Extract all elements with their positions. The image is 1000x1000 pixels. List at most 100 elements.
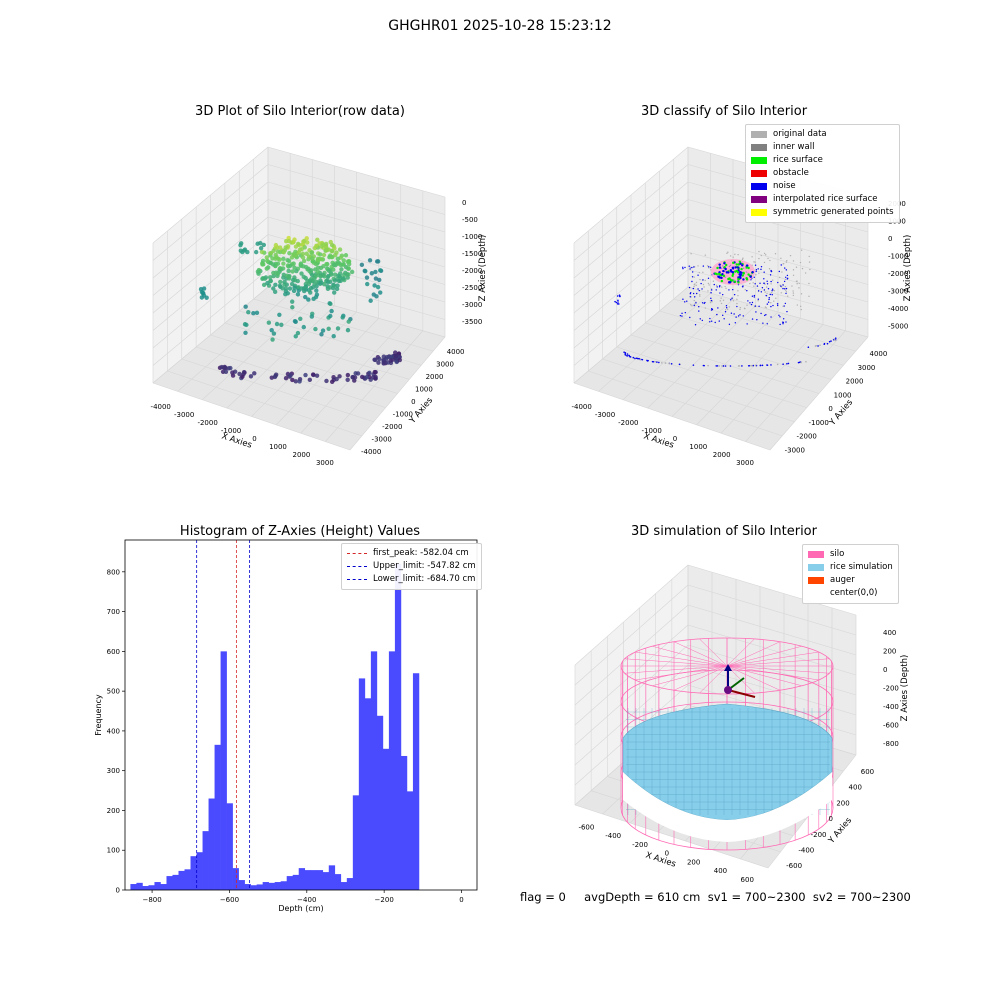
data-point [715,289,717,291]
axis-pane [575,565,688,805]
legend-swatch [808,564,824,571]
plot2-x-tick: 3000 [736,459,754,467]
data-point [695,302,697,304]
data-point [678,363,681,366]
data-point [792,292,795,294]
data-point [755,274,757,276]
histogram-bar [328,865,336,890]
grid-line [687,564,857,616]
data-point [757,290,760,292]
plot4-x-label: X Axies [644,850,677,869]
data-point [755,270,757,273]
legend-label: rice simulation [830,562,893,572]
data-point [732,288,734,291]
data-point [337,247,343,252]
data-point [804,272,807,274]
data-point [656,361,658,363]
histogram-x-label: Depth (cm) [278,904,323,913]
plot4-axis-labels: -600-400-2000200400600-600-400-200020040… [578,629,910,884]
data-point [693,266,695,268]
data-point [268,250,274,256]
data-point [242,247,248,252]
silo-roof-spoke [624,658,728,667]
data-point [699,295,701,297]
data-point [270,256,275,261]
data-point [331,283,337,288]
plot1-y-tick: 4000 [447,348,465,356]
data-point [751,318,754,320]
plot1-x-tick: -1000 [221,427,241,435]
plot2-y-tick: -1000 [809,419,829,427]
plot4-x-tick: 600 [741,876,754,884]
data-point [752,364,755,367]
data-point [709,300,712,302]
legend-swatch [751,196,767,203]
grid-line [687,644,857,696]
grid-line [253,298,434,352]
grid-line [267,164,446,215]
histogram-bar [400,755,408,890]
data-point [279,322,284,327]
silo-roof-spoke [651,665,728,687]
data-point [763,282,765,284]
data-point [709,321,711,323]
data-point [702,271,704,273]
data-point [345,377,350,382]
data-point [699,318,701,320]
data-point [255,269,261,274]
data-point [766,280,768,283]
legend-swatch [751,209,767,216]
data-point [682,298,684,300]
data-point [682,266,684,268]
data-point [626,354,628,357]
data-point [320,328,326,333]
data-point [289,299,295,304]
data-point [283,286,289,291]
data-point [735,263,738,266]
data-point [819,344,821,346]
histogram-reference-lines [196,540,251,890]
data-point [661,361,663,364]
data-point [679,314,682,317]
legend-label: inner wall [773,142,815,152]
data-point [364,275,370,280]
histogram-bar [220,651,227,890]
y-tick-label: 600 [107,648,120,656]
data-point [758,305,760,308]
histogram-bar [238,880,245,890]
data-point [716,266,719,270]
data-point [785,269,788,271]
data-point [381,354,386,359]
data-point [774,253,777,255]
x-tick-label: −200 [375,896,394,904]
data-point [770,283,772,285]
data-point [701,302,704,304]
data-point [751,301,754,304]
plot1-y-tick: 0 [411,398,415,406]
data-point [322,274,327,279]
figure-suptitle: GHGHR01 2025-10-28 15:23:12 [388,18,612,34]
data-point [778,314,780,317]
data-point [375,284,381,290]
data-point [315,269,321,274]
data-point [393,350,398,355]
data-point [805,360,807,363]
data-point [718,286,721,288]
data-point [763,252,766,255]
data-point [718,263,721,266]
data-point [341,262,346,267]
data-point [271,286,276,291]
silo-roof-spoke [673,641,728,667]
plot4-x-tick: -400 [605,832,621,840]
data-point [281,250,286,255]
legend-swatch [751,131,767,138]
data-point [773,300,775,302]
data-point [722,314,724,317]
plot1-y-tick: -3000 [372,436,392,444]
auger-center [724,686,732,694]
data-point [785,287,788,290]
plot4-z-tick: -200 [883,685,899,693]
data-point [691,280,693,283]
data-point [817,345,819,347]
legend-item: Lower_limit: -684.70 cm [347,573,476,586]
